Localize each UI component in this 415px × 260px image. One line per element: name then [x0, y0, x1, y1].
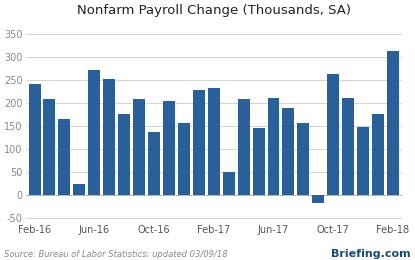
Bar [59, 119, 71, 195]
Bar [178, 123, 190, 195]
Bar [372, 114, 384, 195]
Bar [118, 114, 130, 195]
Bar [238, 99, 249, 195]
Bar [387, 50, 399, 195]
Bar [163, 101, 175, 195]
Bar [208, 88, 220, 195]
Title: Nonfarm Payroll Change (Thousands, SA): Nonfarm Payroll Change (Thousands, SA) [77, 4, 351, 17]
Text: Source: Bureau of Labor Statistics; updated 03/09/18: Source: Bureau of Labor Statistics; upda… [4, 250, 228, 259]
Bar [29, 84, 41, 195]
Bar [357, 127, 369, 195]
Bar [88, 70, 100, 195]
Bar [327, 75, 339, 195]
Bar [312, 195, 324, 203]
Bar [103, 79, 115, 195]
Bar [268, 98, 279, 195]
Bar [44, 99, 56, 195]
Bar [193, 90, 205, 195]
Bar [148, 133, 160, 195]
Bar [73, 184, 85, 195]
Bar [253, 128, 264, 195]
Text: Briefing.com: Briefing.com [331, 249, 411, 259]
Bar [342, 98, 354, 195]
Bar [223, 172, 234, 195]
Bar [283, 108, 294, 195]
Bar [133, 99, 145, 195]
Bar [298, 123, 309, 195]
